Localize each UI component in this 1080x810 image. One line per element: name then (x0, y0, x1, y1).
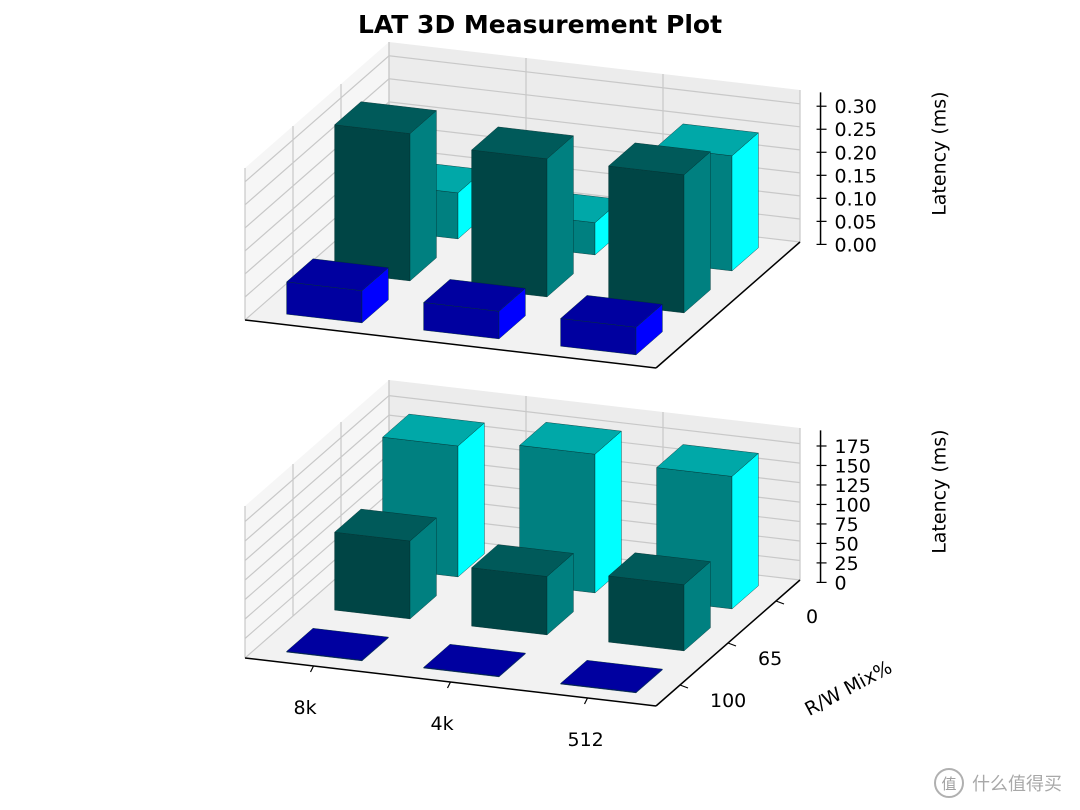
z-tick-label: 25 (835, 553, 859, 575)
bar-face-top (656, 444, 759, 477)
bar-face-front (334, 124, 411, 282)
x-axis-line (244, 319, 657, 369)
bar-face-top (560, 660, 663, 693)
z-tick-label: 0.20 (835, 142, 877, 164)
z-tick-label: 0.10 (835, 188, 877, 210)
bar-face-side (409, 110, 437, 282)
bar-face-top (471, 126, 574, 160)
bar-512-100 (560, 295, 663, 356)
bar-face-side (683, 151, 711, 314)
bar-face-side (457, 422, 485, 578)
watermark: 值 什么值得买 (934, 768, 1062, 798)
z-tick-label: 150 (835, 455, 871, 477)
bar-face-top (560, 295, 663, 328)
bar-face-front (608, 575, 685, 652)
bar-face-front (471, 567, 548, 636)
chart-title: LAT 3D Measurement Plot (357, 10, 723, 39)
bar-8k-100 (286, 258, 389, 324)
bar-4k-65 (471, 126, 574, 298)
z-tick-label: 100 (835, 494, 871, 516)
side-pane (245, 380, 389, 658)
z-tick-label: 0.00 (835, 234, 877, 256)
y-tick-label: 100 (710, 690, 746, 712)
z-tick-label: 0.25 (835, 119, 877, 141)
y-tick-label: 65 (758, 648, 782, 670)
y-tick (775, 600, 785, 605)
bar-face-top (382, 413, 485, 447)
bar-512-65 (608, 552, 711, 652)
bar-face-front (334, 531, 411, 620)
bar-face-top (471, 544, 574, 577)
z-tick-label: 75 (835, 514, 859, 536)
z-tick-label: 50 (835, 533, 859, 555)
bar-face-front (471, 149, 548, 298)
x-tick-label: 4k (431, 713, 454, 735)
bar-face-top (334, 508, 437, 542)
bar-512-100 (560, 660, 663, 694)
x-tick (583, 697, 589, 705)
y-axis-label: R/W Mix% (801, 656, 896, 720)
y-axis-line (655, 241, 801, 369)
z-axis-label: Latency (ms) (929, 91, 951, 215)
z-tick-label: 125 (835, 475, 871, 497)
bar-8k-65 (334, 508, 437, 620)
z-tick-label: 0 (835, 572, 847, 594)
z-tick-label: 0.15 (835, 165, 877, 187)
y-tick (679, 684, 689, 689)
x-tick-label: 512 (568, 729, 604, 751)
x-tick (446, 681, 452, 689)
z-tick-label: 175 (835, 436, 871, 458)
bar-face-front (608, 165, 685, 314)
bar-8k-100 (286, 628, 389, 662)
bar-face-top (423, 279, 526, 312)
bar-face-top (423, 644, 526, 677)
bar-face-top (519, 422, 622, 455)
z-tick-label: 0.30 (835, 96, 877, 118)
x-tick (309, 665, 315, 673)
bar-face-side (731, 132, 759, 272)
z-tick-label: 0.05 (835, 211, 877, 233)
x-tick-label: 8k (294, 697, 317, 719)
chart-panel-1: 0.000.050.100.150.200.250.30 Latency (ms) (244, 42, 951, 369)
bar-face-top (608, 552, 711, 585)
y-tick (727, 642, 737, 647)
bar-face-top (334, 101, 437, 134)
y-tick-label: 0 (806, 606, 818, 628)
bar-4k-100 (423, 644, 526, 678)
bar-512-65 (608, 142, 711, 314)
bar-face-top (286, 258, 389, 291)
watermark-logo-icon: 值 (934, 768, 964, 798)
bar-4k-65 (471, 544, 574, 636)
bar-face-top (286, 628, 389, 661)
z-axis-label: Latency (ms) (929, 429, 951, 553)
bar-8k-65 (334, 101, 437, 282)
bar-4k-100 (423, 279, 526, 340)
bar-face-side (731, 452, 759, 610)
bar-face-side (546, 135, 574, 298)
watermark-text: 什么值得买 (972, 774, 1062, 795)
bar-face-top (608, 142, 711, 176)
